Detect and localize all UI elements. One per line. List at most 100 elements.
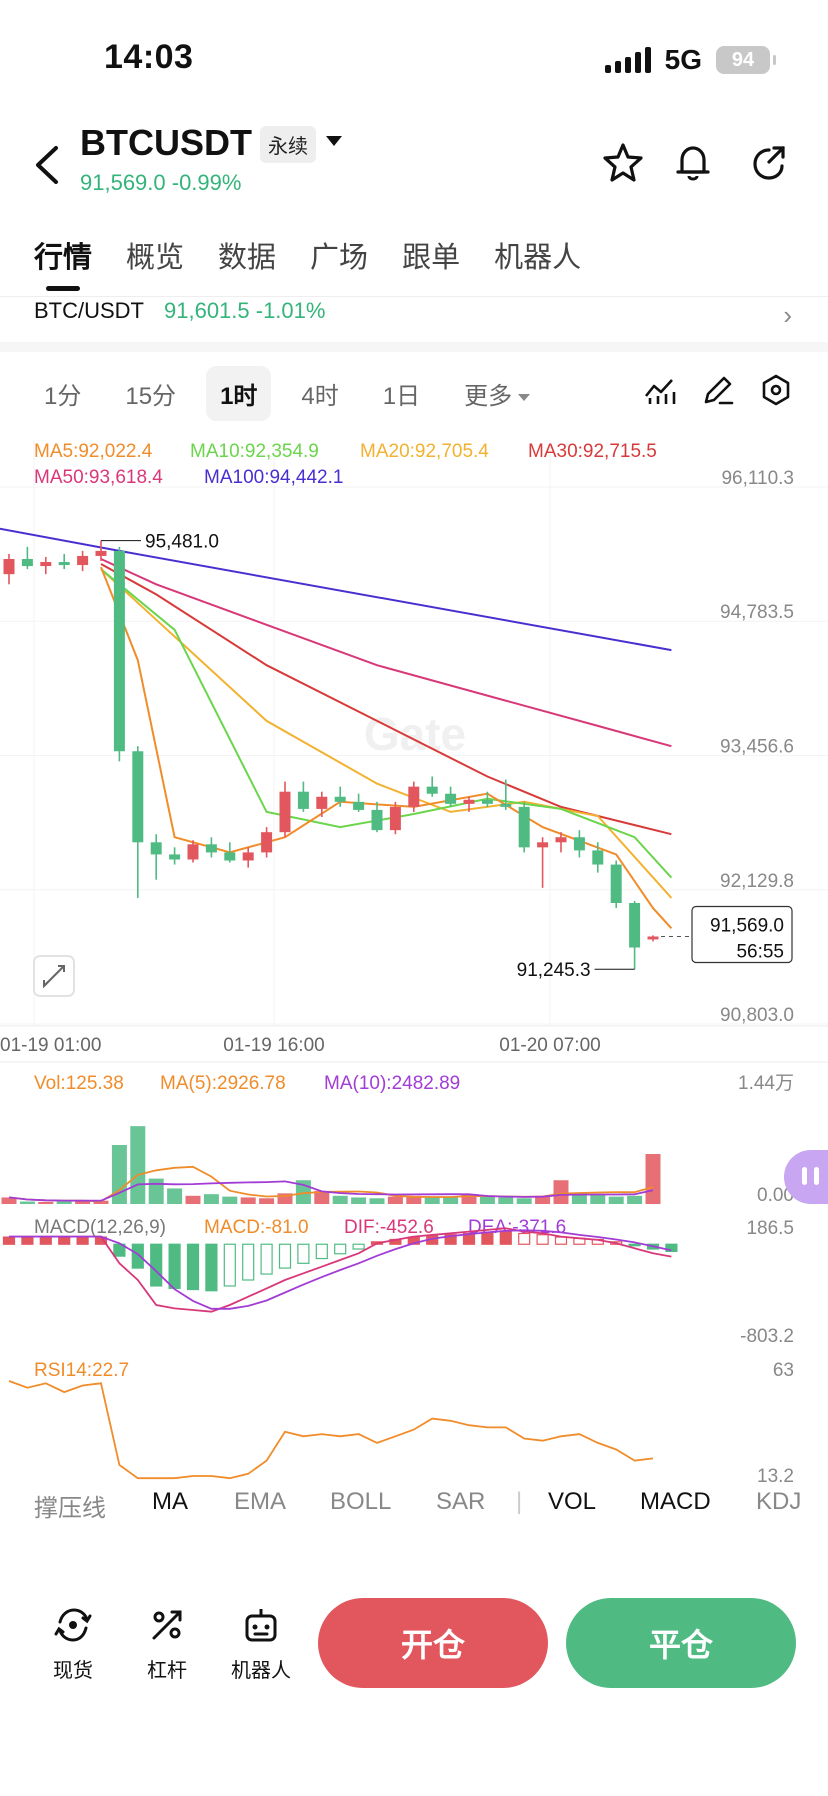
volume-bar [111,1145,127,1204]
macd-hist-bar [665,1243,678,1252]
indicator-boll[interactable]: BOLL [330,1488,392,1515]
volume-bar [553,1180,569,1204]
chart-annotations: 95,481.0 91,245.3 91,569.0 56:55 [101,532,793,981]
tab-data[interactable]: 数据 [218,242,277,274]
candle-body [224,852,236,861]
time-axis: 01-19 01:00 01-19 16:00 01-20 07:00 [0,1025,828,1063]
price-axis-label: 94,783.5 [720,602,794,623]
volume-bar [645,1154,661,1204]
macd-hist-bar [58,1236,71,1245]
countdown-label: 56:55 [736,941,784,962]
interval-15m[interactable]: 15分 [125,383,177,410]
interval-more-label: 更多 [464,383,513,410]
macd-axis-bottom: -803.2 [740,1326,794,1347]
spot-pair: BTC/USDT [34,298,144,323]
macd-hist-bar [21,1236,34,1245]
tab-overview[interactable]: 概览 [126,242,185,274]
volume-bar [387,1196,403,1204]
tab-divider [0,296,828,297]
interval-bar: 1分 15分 1时 4时 1日 更多 [30,366,544,421]
ma-legend-item: MA20:92,705.4 [360,441,489,462]
volume-panel: Vol:125.38 MA(5):2926.78 MA(10):2482.89 1.4… [1,1073,794,1206]
tab-copy-trade[interactable]: 跟单 [402,242,461,274]
spot-exchange-icon [54,1608,92,1642]
indicator-kdj[interactable]: KDJ [756,1488,802,1515]
interval-1h[interactable]: 1时 [206,366,272,421]
candle [500,779,512,810]
section-separator [0,342,828,352]
macd-hist-bar [150,1243,163,1287]
candle [573,830,585,858]
margin-icon [152,1610,182,1640]
draw-pencil-icon[interactable] [700,372,736,408]
volume-bar [314,1190,330,1204]
battery-icon: 94 [716,46,776,74]
indicator-ema[interactable]: EMA [234,1488,287,1515]
settings-hexagon-icon[interactable] [758,372,794,408]
candle-body [592,850,604,865]
tab-square[interactable]: 广场 [310,242,369,274]
kline-chart[interactable]: Gate MA5:92,022.4 MA10:92,354.9 MA20:92,70… [0,420,828,1486]
candle [555,832,567,853]
network-label: 5G [664,44,702,75]
macd-hist-bar [39,1236,52,1245]
indicator-macd[interactable]: MACD [640,1488,711,1515]
macd-hist-bar [278,1243,292,1269]
volume-bar [222,1196,238,1204]
pair-dropdown-caret-icon[interactable] [326,136,342,146]
back-arrow-icon[interactable] [28,140,68,190]
open-position-button[interactable]: 开仓 [318,1598,548,1688]
close-position-button[interactable]: 平仓 [566,1598,796,1688]
macd-hist-bar [205,1243,218,1292]
status-icons: 5G 94 [604,44,776,76]
indicator-vol[interactable]: VOL [548,1488,597,1515]
nav-spot[interactable]: 现货 [28,1604,118,1683]
tab-bot[interactable]: 机器人 [494,242,582,274]
rsi-legend: RSI14:22.7 [34,1360,129,1381]
candle [21,546,33,570]
candle-body [279,791,291,833]
nav-margin-label: 杠杆 [147,1660,187,1682]
price-axis-label: 93,456.6 [720,737,794,758]
indicator-support-resistance[interactable]: 撑压线 [34,1495,106,1522]
time-axis-label: 01-19 01:00 [0,1035,101,1056]
nav-margin[interactable]: 杠杆 [122,1604,212,1683]
macd-hist-bar [168,1243,181,1289]
volume-bar [351,1197,367,1204]
candle-body [463,799,475,804]
bell-icon[interactable] [670,140,716,186]
nav-bot-label: 机器人 [231,1660,291,1682]
macd-dea-line [9,1229,672,1310]
macd-panel: MACD(12,26,9) MACD:-81.0 DIF:-452.6 DEA:-37… [2,1217,794,1347]
candle [426,776,438,797]
macd-legend-item: DIF:-452.6 [344,1217,434,1238]
spot-row[interactable]: BTC/USDT 91,601.5 -1.01% [34,298,325,324]
pair-title[interactable]: BTCUSDT [80,122,252,163]
candle-body [297,791,309,809]
candle-body [187,844,199,860]
nav-bot[interactable]: 机器人 [216,1604,306,1683]
candle [537,837,549,888]
share-icon[interactable] [746,140,792,186]
floating-assistant-button[interactable] [784,1150,828,1204]
status-time: 14:03 [104,38,194,76]
volume-bar [240,1197,256,1204]
candle [224,842,236,863]
chevron-right-icon[interactable]: › [783,300,792,330]
indicator-icon[interactable] [642,372,678,408]
candle [481,791,493,807]
interval-1m[interactable]: 1分 [44,383,82,410]
interval-1d[interactable]: 1日 [382,383,421,410]
tab-market[interactable]: 行情 [34,234,92,291]
indicator-ma[interactable]: MA [152,1488,188,1515]
star-icon[interactable] [600,140,646,186]
candle [242,847,254,868]
indicator-sar[interactable]: SAR [436,1488,486,1515]
signal-icon [604,47,651,73]
ma-line-ma10 [100,568,673,879]
interval-more[interactable]: 更多 [450,366,544,421]
robot-icon [245,1609,277,1642]
interval-4h[interactable]: 4时 [301,383,339,410]
volume-bar [571,1193,587,1204]
expand-chart-button[interactable] [33,955,75,997]
